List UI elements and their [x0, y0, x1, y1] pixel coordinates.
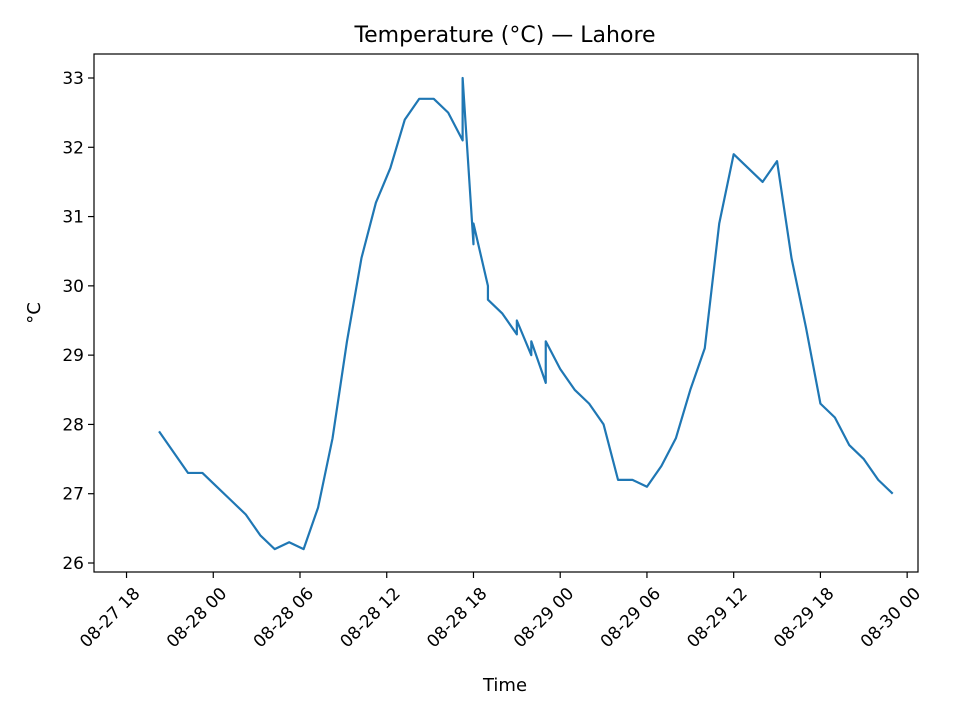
y-tick-label: 27	[62, 485, 84, 505]
x-tick-label: 08-28 00	[163, 584, 231, 652]
temperature-line	[158, 76, 894, 551]
x-tick-label: 08-28 06	[250, 584, 318, 652]
x-tick-label: 08-29 06	[597, 584, 665, 652]
y-tick-label: 33	[62, 69, 84, 89]
x-tick-label: 08-28 12	[336, 584, 404, 652]
x-tick-label: 08-27 18	[76, 584, 144, 652]
x-tick-label: 08-29 00	[510, 584, 578, 652]
y-tick-label: 26	[62, 554, 84, 574]
x-tick-label: 08-30 00	[857, 584, 925, 652]
x-tick-label: 08-28 18	[423, 584, 491, 652]
x-axis: 08-27 18 08-28 00 08-28 06 08-28 12 08-28 18…	[76, 572, 925, 652]
y-tick-label: 30	[62, 277, 84, 297]
plot-frame	[93, 53, 919, 573]
y-axis-label: °C	[24, 302, 45, 324]
x-axis-label: Time	[482, 675, 527, 696]
y-tick-label: 29	[62, 346, 84, 366]
y-tick-label: 32	[62, 138, 84, 158]
x-tick-label: 08-29 18	[770, 584, 838, 652]
y-tick-label: 28	[62, 415, 84, 435]
y-tick-label: 31	[62, 208, 84, 228]
x-tick-label: 08-29 12	[683, 584, 751, 652]
y-axis: 26 27 28 29 30 31 32 33	[62, 69, 94, 574]
chart-title: Temperature (°C) — Lahore	[353, 23, 655, 48]
